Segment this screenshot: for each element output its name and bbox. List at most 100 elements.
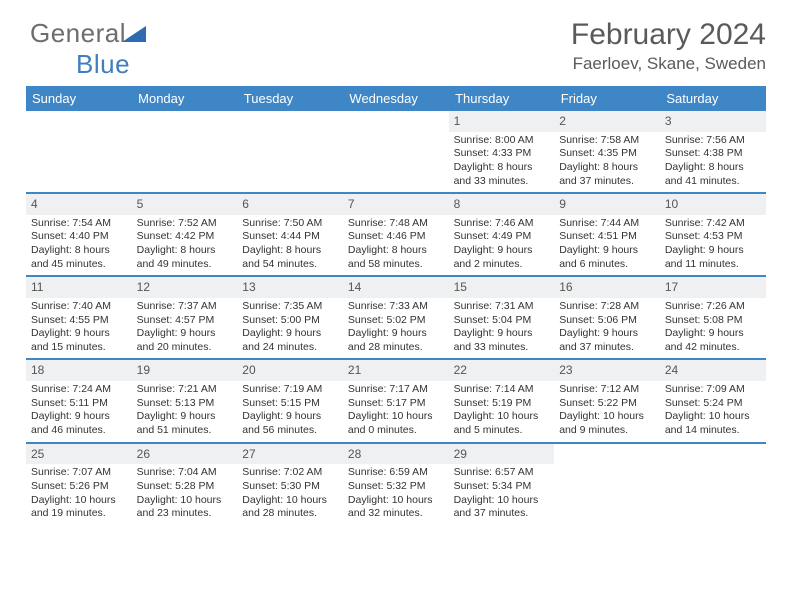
day-details: Sunrise: 7:21 AMSunset: 5:13 PMDaylight:…: [132, 381, 238, 442]
calendar-day: 27Sunrise: 7:02 AMSunset: 5:30 PMDayligh…: [237, 443, 343, 525]
day-details: Sunrise: 7:28 AMSunset: 5:06 PMDaylight:…: [554, 298, 660, 359]
day-details: Sunrise: 7:56 AMSunset: 4:38 PMDaylight:…: [660, 132, 766, 193]
day-number: 18: [26, 360, 132, 381]
day-details: Sunrise: 7:52 AMSunset: 4:42 PMDaylight:…: [132, 215, 238, 276]
day-number: 7: [343, 194, 449, 215]
calendar-day: 8Sunrise: 7:46 AMSunset: 4:49 PMDaylight…: [449, 193, 555, 276]
day-details: Sunrise: 6:59 AMSunset: 5:32 PMDaylight:…: [343, 464, 449, 525]
calendar-day: 10Sunrise: 7:42 AMSunset: 4:53 PMDayligh…: [660, 193, 766, 276]
calendar-page: General Blue February 2024 Faerloev, Ska…: [0, 0, 792, 612]
calendar-day: 24Sunrise: 7:09 AMSunset: 5:24 PMDayligh…: [660, 359, 766, 442]
day-details: Sunrise: 7:35 AMSunset: 5:00 PMDaylight:…: [237, 298, 343, 359]
brand-logo: General Blue: [30, 18, 150, 80]
day-details: Sunrise: 7:58 AMSunset: 4:35 PMDaylight:…: [554, 132, 660, 193]
day-details: Sunrise: 7:26 AMSunset: 5:08 PMDaylight:…: [660, 298, 766, 359]
day-details: Sunrise: 8:00 AMSunset: 4:33 PMDaylight:…: [449, 132, 555, 193]
day-details: Sunrise: 7:31 AMSunset: 5:04 PMDaylight:…: [449, 298, 555, 359]
calendar-week: 25Sunrise: 7:07 AMSunset: 5:26 PMDayligh…: [26, 443, 766, 525]
day-number: 27: [237, 444, 343, 465]
day-number: 1: [449, 111, 555, 132]
day-number: 13: [237, 277, 343, 298]
day-number: 17: [660, 277, 766, 298]
calendar-empty: [132, 111, 238, 193]
day-number: 29: [449, 444, 555, 465]
day-number: 16: [554, 277, 660, 298]
day-details: Sunrise: 7:04 AMSunset: 5:28 PMDaylight:…: [132, 464, 238, 525]
day-details: Sunrise: 7:33 AMSunset: 5:02 PMDaylight:…: [343, 298, 449, 359]
day-details: Sunrise: 7:48 AMSunset: 4:46 PMDaylight:…: [343, 215, 449, 276]
calendar-empty: [26, 111, 132, 193]
calendar-day: 3Sunrise: 7:56 AMSunset: 4:38 PMDaylight…: [660, 111, 766, 193]
day-number: 9: [554, 194, 660, 215]
calendar-day: 12Sunrise: 7:37 AMSunset: 4:57 PMDayligh…: [132, 276, 238, 359]
day-number: 22: [449, 360, 555, 381]
day-details: Sunrise: 7:14 AMSunset: 5:19 PMDaylight:…: [449, 381, 555, 442]
day-details: Sunrise: 7:40 AMSunset: 4:55 PMDaylight:…: [26, 298, 132, 359]
day-number: 14: [343, 277, 449, 298]
day-number: 28: [343, 444, 449, 465]
day-number: 26: [132, 444, 238, 465]
day-number: 3: [660, 111, 766, 132]
calendar-body: 1Sunrise: 8:00 AMSunset: 4:33 PMDaylight…: [26, 111, 766, 525]
calendar-day: 11Sunrise: 7:40 AMSunset: 4:55 PMDayligh…: [26, 276, 132, 359]
calendar-day: 20Sunrise: 7:19 AMSunset: 5:15 PMDayligh…: [237, 359, 343, 442]
day-number: 19: [132, 360, 238, 381]
day-details: Sunrise: 7:12 AMSunset: 5:22 PMDaylight:…: [554, 381, 660, 442]
calendar-empty: [343, 111, 449, 193]
day-number: 20: [237, 360, 343, 381]
calendar-day: 6Sunrise: 7:50 AMSunset: 4:44 PMDaylight…: [237, 193, 343, 276]
day-details: Sunrise: 7:42 AMSunset: 4:53 PMDaylight:…: [660, 215, 766, 276]
calendar-day: 4Sunrise: 7:54 AMSunset: 4:40 PMDaylight…: [26, 193, 132, 276]
day-details: Sunrise: 7:02 AMSunset: 5:30 PMDaylight:…: [237, 464, 343, 525]
day-number: 6: [237, 194, 343, 215]
calendar-day: 25Sunrise: 7:07 AMSunset: 5:26 PMDayligh…: [26, 443, 132, 525]
day-details: Sunrise: 6:57 AMSunset: 5:34 PMDaylight:…: [449, 464, 555, 525]
day-details: Sunrise: 7:37 AMSunset: 4:57 PMDaylight:…: [132, 298, 238, 359]
calendar-week: 11Sunrise: 7:40 AMSunset: 4:55 PMDayligh…: [26, 276, 766, 359]
calendar-week: 4Sunrise: 7:54 AMSunset: 4:40 PMDaylight…: [26, 193, 766, 276]
day-header: Friday: [554, 86, 660, 111]
calendar-empty: [554, 443, 660, 525]
day-details: Sunrise: 7:07 AMSunset: 5:26 PMDaylight:…: [26, 464, 132, 525]
calendar-day: 23Sunrise: 7:12 AMSunset: 5:22 PMDayligh…: [554, 359, 660, 442]
day-number: 11: [26, 277, 132, 298]
day-details: Sunrise: 7:19 AMSunset: 5:15 PMDaylight:…: [237, 381, 343, 442]
day-header: Thursday: [449, 86, 555, 111]
day-number: 15: [449, 277, 555, 298]
calendar-week: 18Sunrise: 7:24 AMSunset: 5:11 PMDayligh…: [26, 359, 766, 442]
day-details: Sunrise: 7:50 AMSunset: 4:44 PMDaylight:…: [237, 215, 343, 276]
day-header: Saturday: [660, 86, 766, 111]
day-number: 5: [132, 194, 238, 215]
calendar-day: 17Sunrise: 7:26 AMSunset: 5:08 PMDayligh…: [660, 276, 766, 359]
day-number: 21: [343, 360, 449, 381]
day-details: Sunrise: 7:54 AMSunset: 4:40 PMDaylight:…: [26, 215, 132, 276]
day-header: Wednesday: [343, 86, 449, 111]
day-number: 8: [449, 194, 555, 215]
calendar-table: SundayMondayTuesdayWednesdayThursdayFrid…: [26, 86, 766, 525]
calendar-day: 7Sunrise: 7:48 AMSunset: 4:46 PMDaylight…: [343, 193, 449, 276]
calendar-week: 1Sunrise: 8:00 AMSunset: 4:33 PMDaylight…: [26, 111, 766, 193]
calendar-day: 21Sunrise: 7:17 AMSunset: 5:17 PMDayligh…: [343, 359, 449, 442]
logo-text-2: Blue: [76, 49, 130, 79]
day-number: 4: [26, 194, 132, 215]
calendar-empty: [237, 111, 343, 193]
calendar-day: 15Sunrise: 7:31 AMSunset: 5:04 PMDayligh…: [449, 276, 555, 359]
calendar-day: 18Sunrise: 7:24 AMSunset: 5:11 PMDayligh…: [26, 359, 132, 442]
calendar-day: 2Sunrise: 7:58 AMSunset: 4:35 PMDaylight…: [554, 111, 660, 193]
day-number: 23: [554, 360, 660, 381]
day-header: Monday: [132, 86, 238, 111]
day-details: Sunrise: 7:24 AMSunset: 5:11 PMDaylight:…: [26, 381, 132, 442]
day-number: 25: [26, 444, 132, 465]
day-details: Sunrise: 7:09 AMSunset: 5:24 PMDaylight:…: [660, 381, 766, 442]
calendar-day: 16Sunrise: 7:28 AMSunset: 5:06 PMDayligh…: [554, 276, 660, 359]
calendar-day: 22Sunrise: 7:14 AMSunset: 5:19 PMDayligh…: [449, 359, 555, 442]
calendar-day: 19Sunrise: 7:21 AMSunset: 5:13 PMDayligh…: [132, 359, 238, 442]
day-number: 10: [660, 194, 766, 215]
calendar-day: 5Sunrise: 7:52 AMSunset: 4:42 PMDaylight…: [132, 193, 238, 276]
day-number: 2: [554, 111, 660, 132]
calendar-day: 13Sunrise: 7:35 AMSunset: 5:00 PMDayligh…: [237, 276, 343, 359]
day-number: 24: [660, 360, 766, 381]
logo-text-1: General: [30, 18, 126, 48]
calendar-day: 26Sunrise: 7:04 AMSunset: 5:28 PMDayligh…: [132, 443, 238, 525]
calendar-day: 14Sunrise: 7:33 AMSunset: 5:02 PMDayligh…: [343, 276, 449, 359]
